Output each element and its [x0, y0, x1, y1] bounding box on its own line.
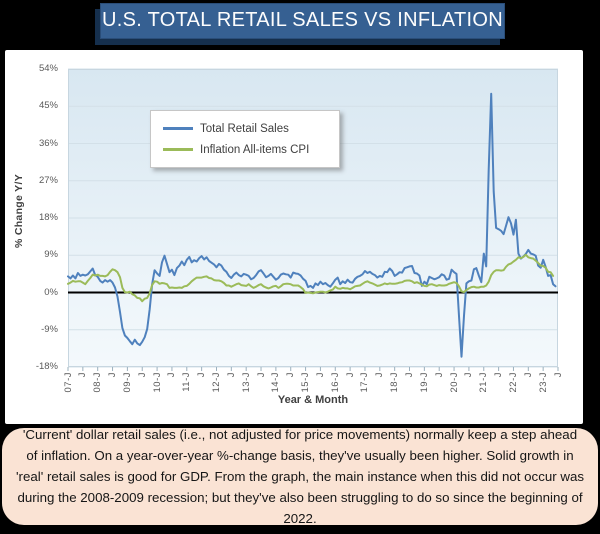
y-tick-label: 45% [38, 100, 58, 112]
x-tick-label: J [225, 372, 237, 377]
legend-label: Inflation All-items CPI [200, 143, 310, 156]
x-tick-label: 23-J [537, 372, 549, 392]
x-tick-label: 20-J [448, 372, 460, 392]
x-tick-label: J [374, 372, 386, 377]
page-title: U.S. TOTAL RETAIL SALES VS INFLATION [100, 3, 505, 39]
legend-item-cpi: Inflation All-items CPI [163, 139, 329, 160]
x-tick-label: 15-J [300, 372, 312, 392]
x-tick-label: 09-J [121, 372, 133, 392]
x-tick-label-text: 15-J [300, 372, 312, 393]
x-tick-label-text: 18-J [389, 372, 401, 393]
x-tick-label-text: J [374, 372, 386, 378]
x-tick-label: J [463, 372, 475, 377]
cpi-line-swatch [163, 148, 193, 151]
x-tick-label-text: 17-J [359, 372, 371, 393]
x-tick-label: 18-J [389, 372, 401, 392]
x-tick-label-text: J [404, 372, 415, 378]
x-tick-label: 21-J [478, 372, 490, 392]
chart-card: 54% 45% 36% 27% 18% 9% 0% -9% -18% % Change Y/Y … [5, 50, 583, 424]
caption-box: 'Current' dollar retail sales (i.e., not… [2, 427, 598, 526]
y-tick-label: 0% [44, 286, 58, 298]
x-tick-label-text: J [285, 372, 297, 378]
x-tick-label-text: 21-J [478, 372, 490, 393]
legend-item-retail-sales: Total Retail Sales [163, 118, 329, 139]
x-axis-tick-labels: 07-J J 08-J J 09-J J 10-J J 11-J J 12-J J 13-J J 14-J J… [5, 50, 583, 424]
x-tick-label: 13-J [240, 372, 252, 392]
x-tick-label: J [552, 372, 564, 377]
x-axis-title: Year & Month [277, 394, 349, 406]
x-tick-label: J [77, 372, 89, 377]
y-tick-label: 18% [38, 212, 58, 223]
x-tick-label: J [107, 372, 119, 377]
x-tick-label-text: J [552, 372, 564, 378]
x-tick-label: 17-J [359, 372, 371, 392]
y-tick-label: -9% [41, 323, 58, 335]
x-tick-label: J [166, 372, 178, 377]
retail-sales-line-swatch [163, 127, 193, 130]
x-tick-label-text: J [255, 372, 267, 378]
x-tick-label-text: 16-J [329, 372, 341, 393]
x-tick-label-text: 11-J [181, 372, 193, 392]
caption-text: 'Current' dollar retail sales (i.e., not… [16, 427, 585, 526]
y-axis-tick-labels: 54% 45% 36% 27% 18% 9% 0% -9% -18% [5, 50, 62, 424]
retail-sales-line [67, 92, 557, 358]
x-tick-label-text: J [77, 372, 89, 378]
cpi-line [67, 253, 555, 303]
x-tick-label: 08-J [92, 372, 104, 392]
x-tick-label-text: 13-J [240, 372, 252, 393]
x-tick-label: 07-J [62, 372, 74, 392]
x-tick-label: 12-J [210, 372, 222, 392]
x-tick-label: J [522, 372, 534, 377]
x-tick-label-text: J [107, 372, 119, 378]
x-tick-label-text: 14-J [270, 372, 282, 393]
x-tick-label: J [433, 372, 445, 377]
x-tick-label-text: J [522, 372, 534, 378]
y-tick-label: 36% [38, 137, 58, 149]
plot-border [68, 69, 558, 367]
x-tick-label-text: 22-J [507, 372, 519, 393]
y-tick-label: 27% [38, 174, 58, 186]
legend-label: Total Retail Sales [200, 122, 289, 135]
x-tick-label-text: J [463, 372, 475, 378]
x-tick-label-text: 08-J [92, 372, 104, 393]
x-tick-label: 22-J [507, 372, 519, 392]
x-tick-label: 14-J [270, 372, 282, 392]
x-tick-label-text: J [433, 372, 445, 378]
x-tick-label-text: J [225, 372, 237, 378]
x-tick-label-text: 09-J [121, 372, 133, 393]
x-tick-label-text: J [166, 372, 178, 378]
x-tick-label-text: J [493, 372, 505, 378]
x-tick-label: 10-J [151, 372, 163, 392]
y-tick-label: 9% [44, 249, 58, 261]
x-tick-label: 19-J [418, 372, 430, 392]
x-tick-label-text: 07-J [62, 372, 74, 393]
x-tick-label: J [493, 372, 505, 377]
x-tick-label: J [136, 372, 148, 377]
x-tick-label-text: 12-J [210, 372, 222, 393]
y-tick-label: 54% [38, 63, 58, 74]
x-tick-label-text: 20-J [448, 372, 460, 393]
y-tick-label: -18% [35, 361, 58, 372]
x-tick-label: J [196, 372, 208, 377]
x-tick-label: 11-J [181, 372, 193, 392]
x-tick-label: J [314, 372, 326, 377]
x-tick-label-text: 23-J [537, 372, 549, 393]
x-tick-label-text: J [344, 372, 356, 378]
x-tick-label: J [404, 372, 416, 377]
x-tick-label-text: J [136, 372, 148, 378]
x-tick-label-text: 10-J [151, 372, 163, 393]
x-tick-label-text: J [314, 372, 326, 378]
x-tick-label: J [285, 372, 297, 377]
chart-legend: Total Retail Sales Inflation All-items C… [150, 110, 340, 168]
x-tick-label-text: 19-J [418, 372, 430, 393]
x-tick-label: 16-J [329, 372, 341, 392]
x-tick-label: J [255, 372, 267, 377]
x-tick-label-text: J [196, 372, 208, 378]
x-tick-label: J [344, 372, 356, 377]
